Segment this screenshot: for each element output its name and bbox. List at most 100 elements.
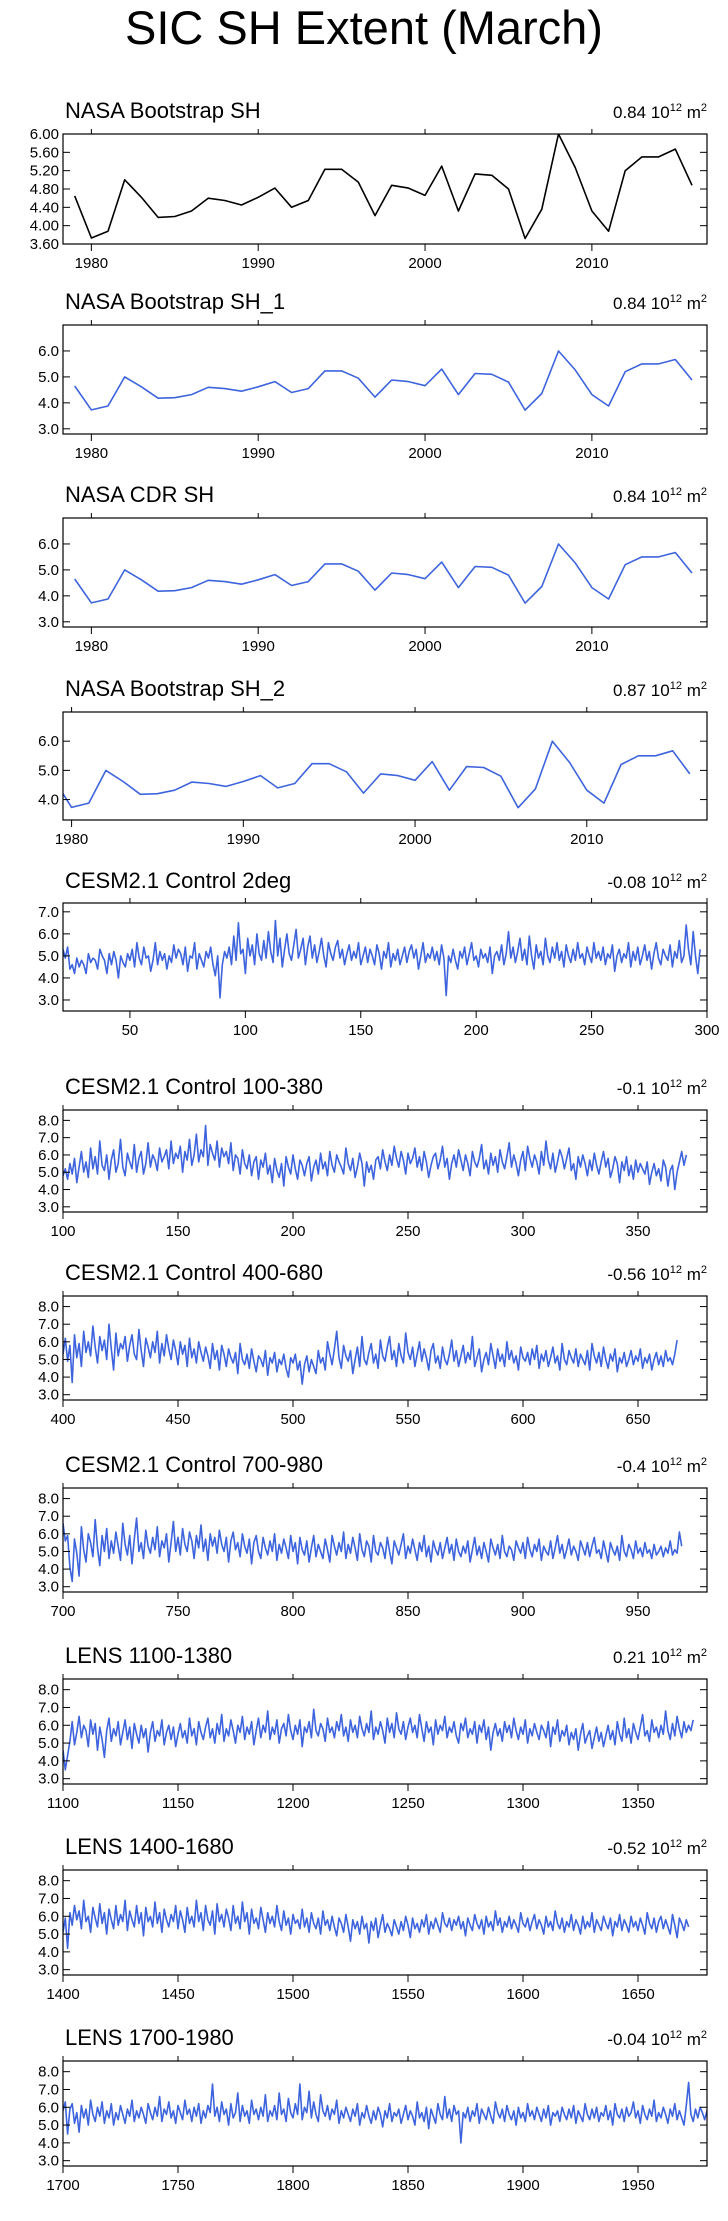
y-tick-label: 4.0 <box>38 2135 59 2152</box>
y-tick-label: 5.60 <box>30 144 59 161</box>
panel-title: NASA Bootstrap SH_2 <box>65 676 285 701</box>
y-tick-label: 5.20 <box>30 163 59 180</box>
x-tick-label: 1980 <box>75 638 108 655</box>
x-tick-label: 1350 <box>621 1795 654 1812</box>
x-tick-label: 2000 <box>408 255 441 272</box>
y-tick-label: 6.0 <box>38 1334 59 1351</box>
x-tick-label: 100 <box>233 1022 258 1039</box>
plot-frame <box>62 2060 708 2167</box>
x-tick-label: 700 <box>50 1603 75 1620</box>
x-tick-label: 1990 <box>242 255 275 272</box>
y-tick-label: 5.0 <box>38 2117 59 2134</box>
chart-panel-11: LENS 1700-1980 -0.04 1012 m2 3.04.05.06.07… <box>38 2025 708 2194</box>
x-tick-label: 300 <box>694 1022 719 1039</box>
x-tick-label: 2000 <box>408 638 441 655</box>
y-tick-label: 6.00 <box>30 126 59 143</box>
y-tick-label: 5.0 <box>38 762 59 779</box>
chart-panel-1: NASA Bootstrap SH 0.84 1012 m2 3.604.00 4.4… <box>30 98 708 272</box>
y-tick-label: 4.40 <box>30 199 59 216</box>
y-tick-label: 6.0 <box>38 1526 59 1543</box>
x-tick-label: 1750 <box>161 2177 194 2194</box>
x-tick-label: 750 <box>165 1603 190 1620</box>
x-tick-label: 1950 <box>621 2177 654 2194</box>
y-tick-label: 8.0 <box>38 1491 59 1508</box>
plot-frame <box>62 1487 708 1593</box>
x-tick-label: 1990 <box>227 831 260 848</box>
y-tick-label: 3.0 <box>38 2153 59 2170</box>
panel-title: CESM2.1 Control 700-980 <box>65 1452 323 1477</box>
panel-title: NASA CDR SH <box>65 482 214 507</box>
panel-title: LENS 1700-1980 <box>65 2025 234 2050</box>
series-line <box>63 1517 683 1583</box>
series-line <box>73 134 693 240</box>
chart-panel-2: NASA Bootstrap SH_1 0.84 1012 m2 3.0 4.0 5.0… <box>38 289 708 462</box>
x-tick-label: 50 <box>122 1022 139 1039</box>
trend-annotation: 0.84 1012 m2 <box>613 102 707 122</box>
panel-title: LENS 1400-1680 <box>65 1834 234 1859</box>
y-tick-label: 5.0 <box>38 562 59 579</box>
x-tick-label: 2010 <box>570 831 603 848</box>
trend-annotation: 0.87 1012 m2 <box>613 680 707 700</box>
y-tick-label: 3.0 <box>38 1387 59 1404</box>
series-line <box>74 543 693 604</box>
chart-panel-5: CESM2.1 Control 2deg -0.08 1012 m2 3.0 4.0 5… <box>38 868 719 1039</box>
x-tick-label: 1300 <box>506 1795 539 1812</box>
y-tick-label: 3.0 <box>38 1962 59 1979</box>
x-tick-label: 800 <box>280 1603 305 1620</box>
y-tick-label: 7.0 <box>38 2081 59 2098</box>
series-line <box>63 1124 688 1191</box>
x-tick-label: 2010 <box>575 255 608 272</box>
chart-panel-8: CESM2.1 Control 700-980 -0.4 1012 m2 3.04.… <box>38 1452 708 1620</box>
trend-annotation: -0.4 1012 m2 <box>617 1456 707 1476</box>
x-tick-label: 1600 <box>506 1986 539 2003</box>
y-tick-label: 4.00 <box>30 218 59 235</box>
y-tick-label: 4.80 <box>30 181 59 198</box>
plot-frame <box>62 324 708 435</box>
x-tick-label: 1650 <box>621 1986 654 2003</box>
figure-title: SIC SH Extent (March) <box>125 1 603 54</box>
x-tick-label: 950 <box>625 1603 650 1620</box>
x-tick-label: 1500 <box>276 1986 309 2003</box>
x-tick-label: 300 <box>510 1223 535 1240</box>
y-tick-label: 6.0 <box>38 1717 59 1734</box>
x-tick-label: 250 <box>579 1022 604 1039</box>
y-tick-label: 3.0 <box>38 421 59 438</box>
x-tick-label: 1980 <box>55 831 88 848</box>
y-tick-label: 6.0 <box>38 1147 59 1164</box>
trend-annotation: -0.1 1012 m2 <box>617 1078 707 1098</box>
series-line <box>74 350 693 411</box>
x-tick-label: 150 <box>348 1022 373 1039</box>
y-tick-label: 3.0 <box>38 614 59 631</box>
y-tick-label: 4.0 <box>38 1753 59 1770</box>
y-tick-label: 8.0 <box>38 1112 59 1129</box>
chart-panel-3: NASA CDR SH 0.84 1012 m2 3.0 4.0 5.0 6.0 1980 1… <box>38 482 708 655</box>
y-tick-label: 3.0 <box>38 1579 59 1596</box>
y-tick-label: 5.0 <box>38 1926 59 1943</box>
y-tick-label: 7.0 <box>38 1699 59 1716</box>
series-line <box>63 1899 690 1950</box>
y-tick-label: 7.0 <box>38 1890 59 1907</box>
series-line <box>63 919 701 999</box>
chart-panel-7: CESM2.1 Control 400-680 -0.56 1012 m23.04… <box>38 1260 708 1428</box>
y-tick-label: 7.0 <box>38 1130 59 1147</box>
y-tick-label: 4.0 <box>38 588 59 605</box>
y-tick-label: 3.0 <box>38 1771 59 1788</box>
x-tick-label: 2000 <box>408 445 441 462</box>
x-tick-label: 1990 <box>242 638 275 655</box>
y-tick-label: 4.0 <box>38 1561 59 1578</box>
y-tick-label: 6.0 <box>38 343 59 360</box>
x-tick-label: 1980 <box>75 255 108 272</box>
trend-annotation: -0.04 1012 m2 <box>607 2029 707 2049</box>
x-tick-label: 1450 <box>161 1986 194 2003</box>
panel-title: LENS 1100-1380 <box>65 1643 232 1668</box>
y-tick-label: 5.0 <box>38 948 59 965</box>
y-tick-label: 8.0 <box>38 1299 59 1316</box>
trend-annotation: 0.84 1012 m2 <box>613 486 707 506</box>
series-line <box>63 1708 694 1771</box>
y-tick-label: 6.0 <box>38 1908 59 1925</box>
chart-panel-6: CESM2.1 Control 100-380 -0.1 1012 m2 3.04.… <box>38 1074 708 1240</box>
x-tick-label: 1990 <box>242 445 275 462</box>
y-tick-label: 4.0 <box>38 970 59 987</box>
y-tick-label: 5.0 <box>38 1543 59 1560</box>
x-tick-label: 450 <box>165 1411 190 1428</box>
